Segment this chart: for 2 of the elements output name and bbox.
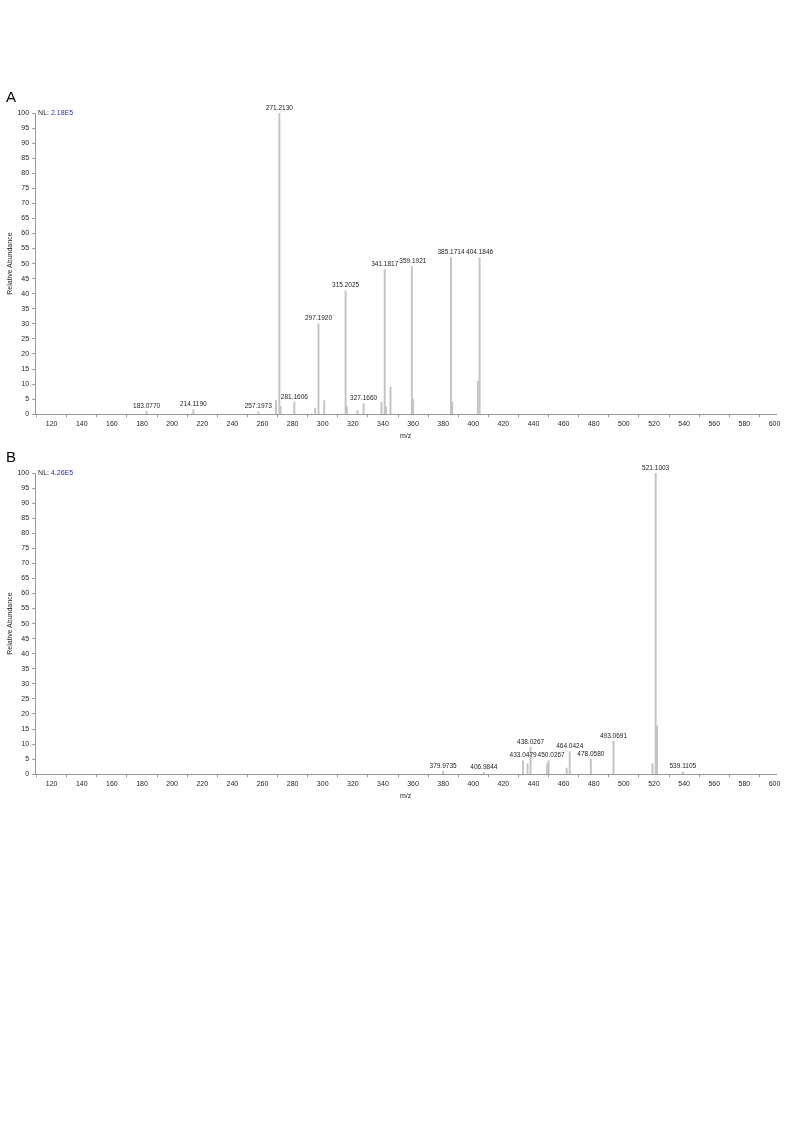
chart-title: B [6, 448, 17, 466]
chart-title: A [6, 88, 17, 106]
